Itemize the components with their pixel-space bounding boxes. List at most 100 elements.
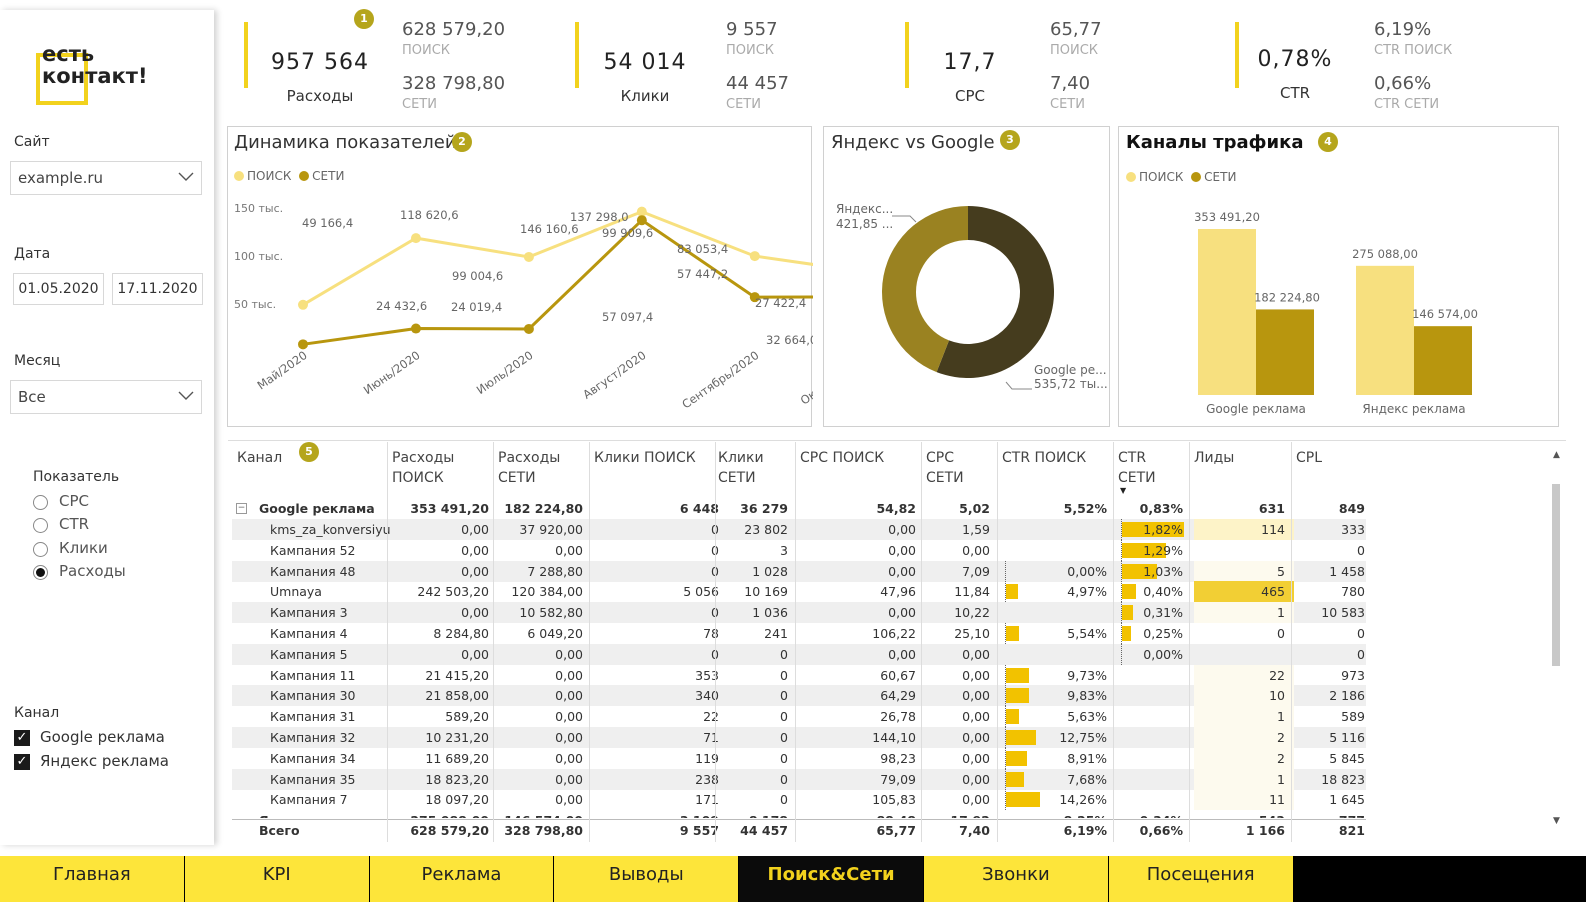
table-row[interactable]: Кампания 34 11 689,20 0,00 119 0 98,23 0,00 8,9… bbox=[232, 747, 1366, 769]
ctr-search-bar bbox=[1006, 667, 1030, 683]
scroll-thumb[interactable] bbox=[1552, 484, 1560, 666]
bar[interactable] bbox=[1356, 265, 1414, 395]
table-cell: 8,25% bbox=[1064, 810, 1107, 818]
nav-tab-5[interactable]: Звонки bbox=[924, 856, 1109, 902]
table-row[interactable]: Кампания 30 21 858,00 0,00 340 0 64,29 0,00 9,8… bbox=[232, 685, 1366, 707]
column-header[interactable]: Расходы СЕТИ bbox=[498, 450, 561, 486]
table-row[interactable]: Кампания 480,007 288,8001 0280,007,090,0… bbox=[232, 560, 1366, 582]
data-label: 57 447,2 bbox=[677, 267, 728, 281]
table-row-group-partial[interactable]: Яндекс реклама 275 088,00 146 574,00 3 109 8… bbox=[232, 810, 1366, 818]
column-header[interactable]: CPL bbox=[1296, 450, 1323, 466]
column-header[interactable]: CTR СЕТИ bbox=[1118, 450, 1156, 486]
column-header[interactable]: CTR ПОИСК bbox=[1002, 450, 1087, 466]
data-point[interactable] bbox=[749, 292, 760, 303]
column-header[interactable]: Лиды bbox=[1194, 450, 1235, 466]
collapse-icon[interactable]: − bbox=[236, 503, 247, 514]
metric-option-spend[interactable]: Расходы bbox=[33, 562, 183, 585]
table-cell: Кампания 32 bbox=[270, 730, 356, 745]
metric-option-ctr[interactable]: CTR bbox=[33, 515, 183, 538]
table-cell: 0 bbox=[780, 709, 788, 725]
nav-tab-2[interactable]: Реклама bbox=[369, 856, 555, 902]
table-row-group[interactable]: Google реклама 353 491,20 182 224,80 6 448 3… bbox=[232, 498, 1366, 519]
data-point[interactable] bbox=[298, 299, 308, 310]
table-cell: 0,00 bbox=[962, 646, 990, 662]
divider bbox=[228, 440, 1566, 441]
month-value: Все bbox=[18, 388, 46, 406]
data-point[interactable] bbox=[523, 323, 534, 334]
table-body[interactable]: Google реклама 353 491,20 182 224,80 6 448 3… bbox=[228, 496, 1368, 842]
data-point[interactable] bbox=[298, 339, 308, 350]
column-header[interactable]: CPC ПОИСК bbox=[800, 450, 885, 466]
metric-option-clicks[interactable]: Клики bbox=[33, 539, 183, 562]
x-tick-label: Сентябрь/2020 bbox=[679, 348, 761, 411]
scroll-down-icon[interactable]: ▼ bbox=[1553, 816, 1560, 826]
column-header[interactable]: Клики ПОИСК bbox=[594, 450, 696, 466]
data-point[interactable] bbox=[636, 215, 647, 226]
table-row-total[interactable]: Всего 628 579,20 328 798,80 9 557 44 457 65,7… bbox=[232, 819, 1366, 841]
table-row[interactable]: Кампания 32 10 231,20 0,00 71 0 144,10 0,00 12,… bbox=[232, 727, 1366, 748]
column-divider bbox=[589, 442, 590, 842]
table-cell: 589,20 bbox=[445, 709, 489, 725]
channel-option-google[interactable]: ✓ Google реклама bbox=[14, 728, 194, 751]
table-row[interactable]: Кампания 7 18 097,20 0,00 171 0 105,83 0,00 14,… bbox=[232, 789, 1366, 811]
table-row[interactable]: Кампания 4 8 284,80 6 049,20 78 241 106,22 25,… bbox=[232, 623, 1366, 644]
table-row[interactable]: Кампания 35 18 823,20 0,00 238 0 79,09 0,00 7,6… bbox=[232, 768, 1366, 790]
date-from-input[interactable]: 01.05.2020 bbox=[13, 273, 104, 305]
chart-legend: ПОИСК СЕТИ bbox=[234, 169, 344, 183]
nav-tab-6[interactable]: Посещения bbox=[1108, 856, 1294, 902]
badge-5: 5 bbox=[299, 442, 319, 462]
donut-slice[interactable] bbox=[882, 206, 968, 373]
channel-option-yandex[interactable]: ✓ Яндекс реклама bbox=[14, 752, 194, 775]
sort-desc-icon[interactable]: ▼ bbox=[1120, 486, 1127, 495]
data-point[interactable] bbox=[749, 251, 760, 262]
table-cell: 0,00 bbox=[962, 771, 990, 787]
kpi-clicks-search-label: ПОИСК bbox=[726, 43, 775, 58]
chevron-down-icon bbox=[178, 172, 194, 181]
kpi-ctr-search: 6,19% bbox=[1374, 19, 1432, 40]
column-header[interactable]: Расходы ПОИСК bbox=[392, 450, 455, 486]
bar[interactable] bbox=[1256, 309, 1314, 395]
nav-tab-3[interactable]: Выводы bbox=[554, 856, 740, 902]
table-row[interactable]: Кампания 31 589,20 0,00 22 0 26,78 0,00 5,63% 1 5… bbox=[232, 706, 1366, 728]
site-dropdown[interactable]: example.ru bbox=[10, 161, 202, 195]
column-header[interactable]: Клики СЕТИ bbox=[718, 450, 764, 486]
scroll-up-icon[interactable]: ▲ bbox=[1553, 450, 1560, 460]
table-row[interactable]: Umnaya 242 503,20 120 384,00 5 056 10 169 47,… bbox=[232, 581, 1366, 603]
table-cell: 0,00 bbox=[461, 646, 489, 662]
donut-slice[interactable] bbox=[936, 206, 1054, 378]
nav-tab-4[interactable]: Поиск&Сети bbox=[739, 856, 924, 902]
bar[interactable] bbox=[1198, 229, 1256, 395]
metric-option-cpc[interactable]: CPC bbox=[33, 492, 183, 515]
column-divider bbox=[715, 442, 716, 842]
month-dropdown[interactable]: Все bbox=[10, 380, 202, 414]
table-cell: 5,63% bbox=[1067, 709, 1107, 725]
table-row[interactable]: Кампания 520,000,00030,000,001,29%0 bbox=[232, 539, 1366, 561]
table-cell: 5 056 bbox=[683, 584, 719, 600]
data-point[interactable] bbox=[410, 233, 421, 244]
data-point[interactable] bbox=[636, 206, 647, 217]
table-cell: 8,91% bbox=[1067, 750, 1107, 766]
table-cell: 0,00 bbox=[555, 750, 583, 766]
table-row[interactable]: Кампания 11 21 415,20 0,00 353 0 60,67 0,00 9,7… bbox=[232, 664, 1366, 686]
bar[interactable] bbox=[1414, 326, 1472, 395]
table-cell: 79,09 bbox=[880, 771, 916, 787]
date-to-input[interactable]: 17.11.2020 bbox=[112, 273, 203, 305]
slice-value-label: 421,85 ... bbox=[836, 217, 893, 231]
table-cell: 465 bbox=[1261, 584, 1285, 600]
table-cell: 119 bbox=[695, 750, 719, 766]
y-tick-label: 150 тыс. bbox=[234, 202, 283, 215]
table-scrollbar[interactable]: ▲ ▼ bbox=[1550, 450, 1564, 830]
column-header[interactable]: Канал bbox=[237, 450, 283, 466]
data-point[interactable] bbox=[523, 251, 534, 262]
column-header[interactable]: CPC СЕТИ bbox=[926, 450, 964, 486]
badge-1: 1 bbox=[354, 9, 374, 29]
bar-axis bbox=[1121, 560, 1122, 582]
bar-axis bbox=[1121, 643, 1122, 665]
table-row[interactable]: Кампания 50,000,00000,000,000,00%0 bbox=[232, 643, 1366, 665]
nav-tab-1[interactable]: KPI bbox=[184, 856, 370, 902]
data-point[interactable] bbox=[410, 323, 421, 334]
radio-icon bbox=[33, 542, 48, 557]
nav-tab-0[interactable]: Главная bbox=[0, 856, 185, 902]
